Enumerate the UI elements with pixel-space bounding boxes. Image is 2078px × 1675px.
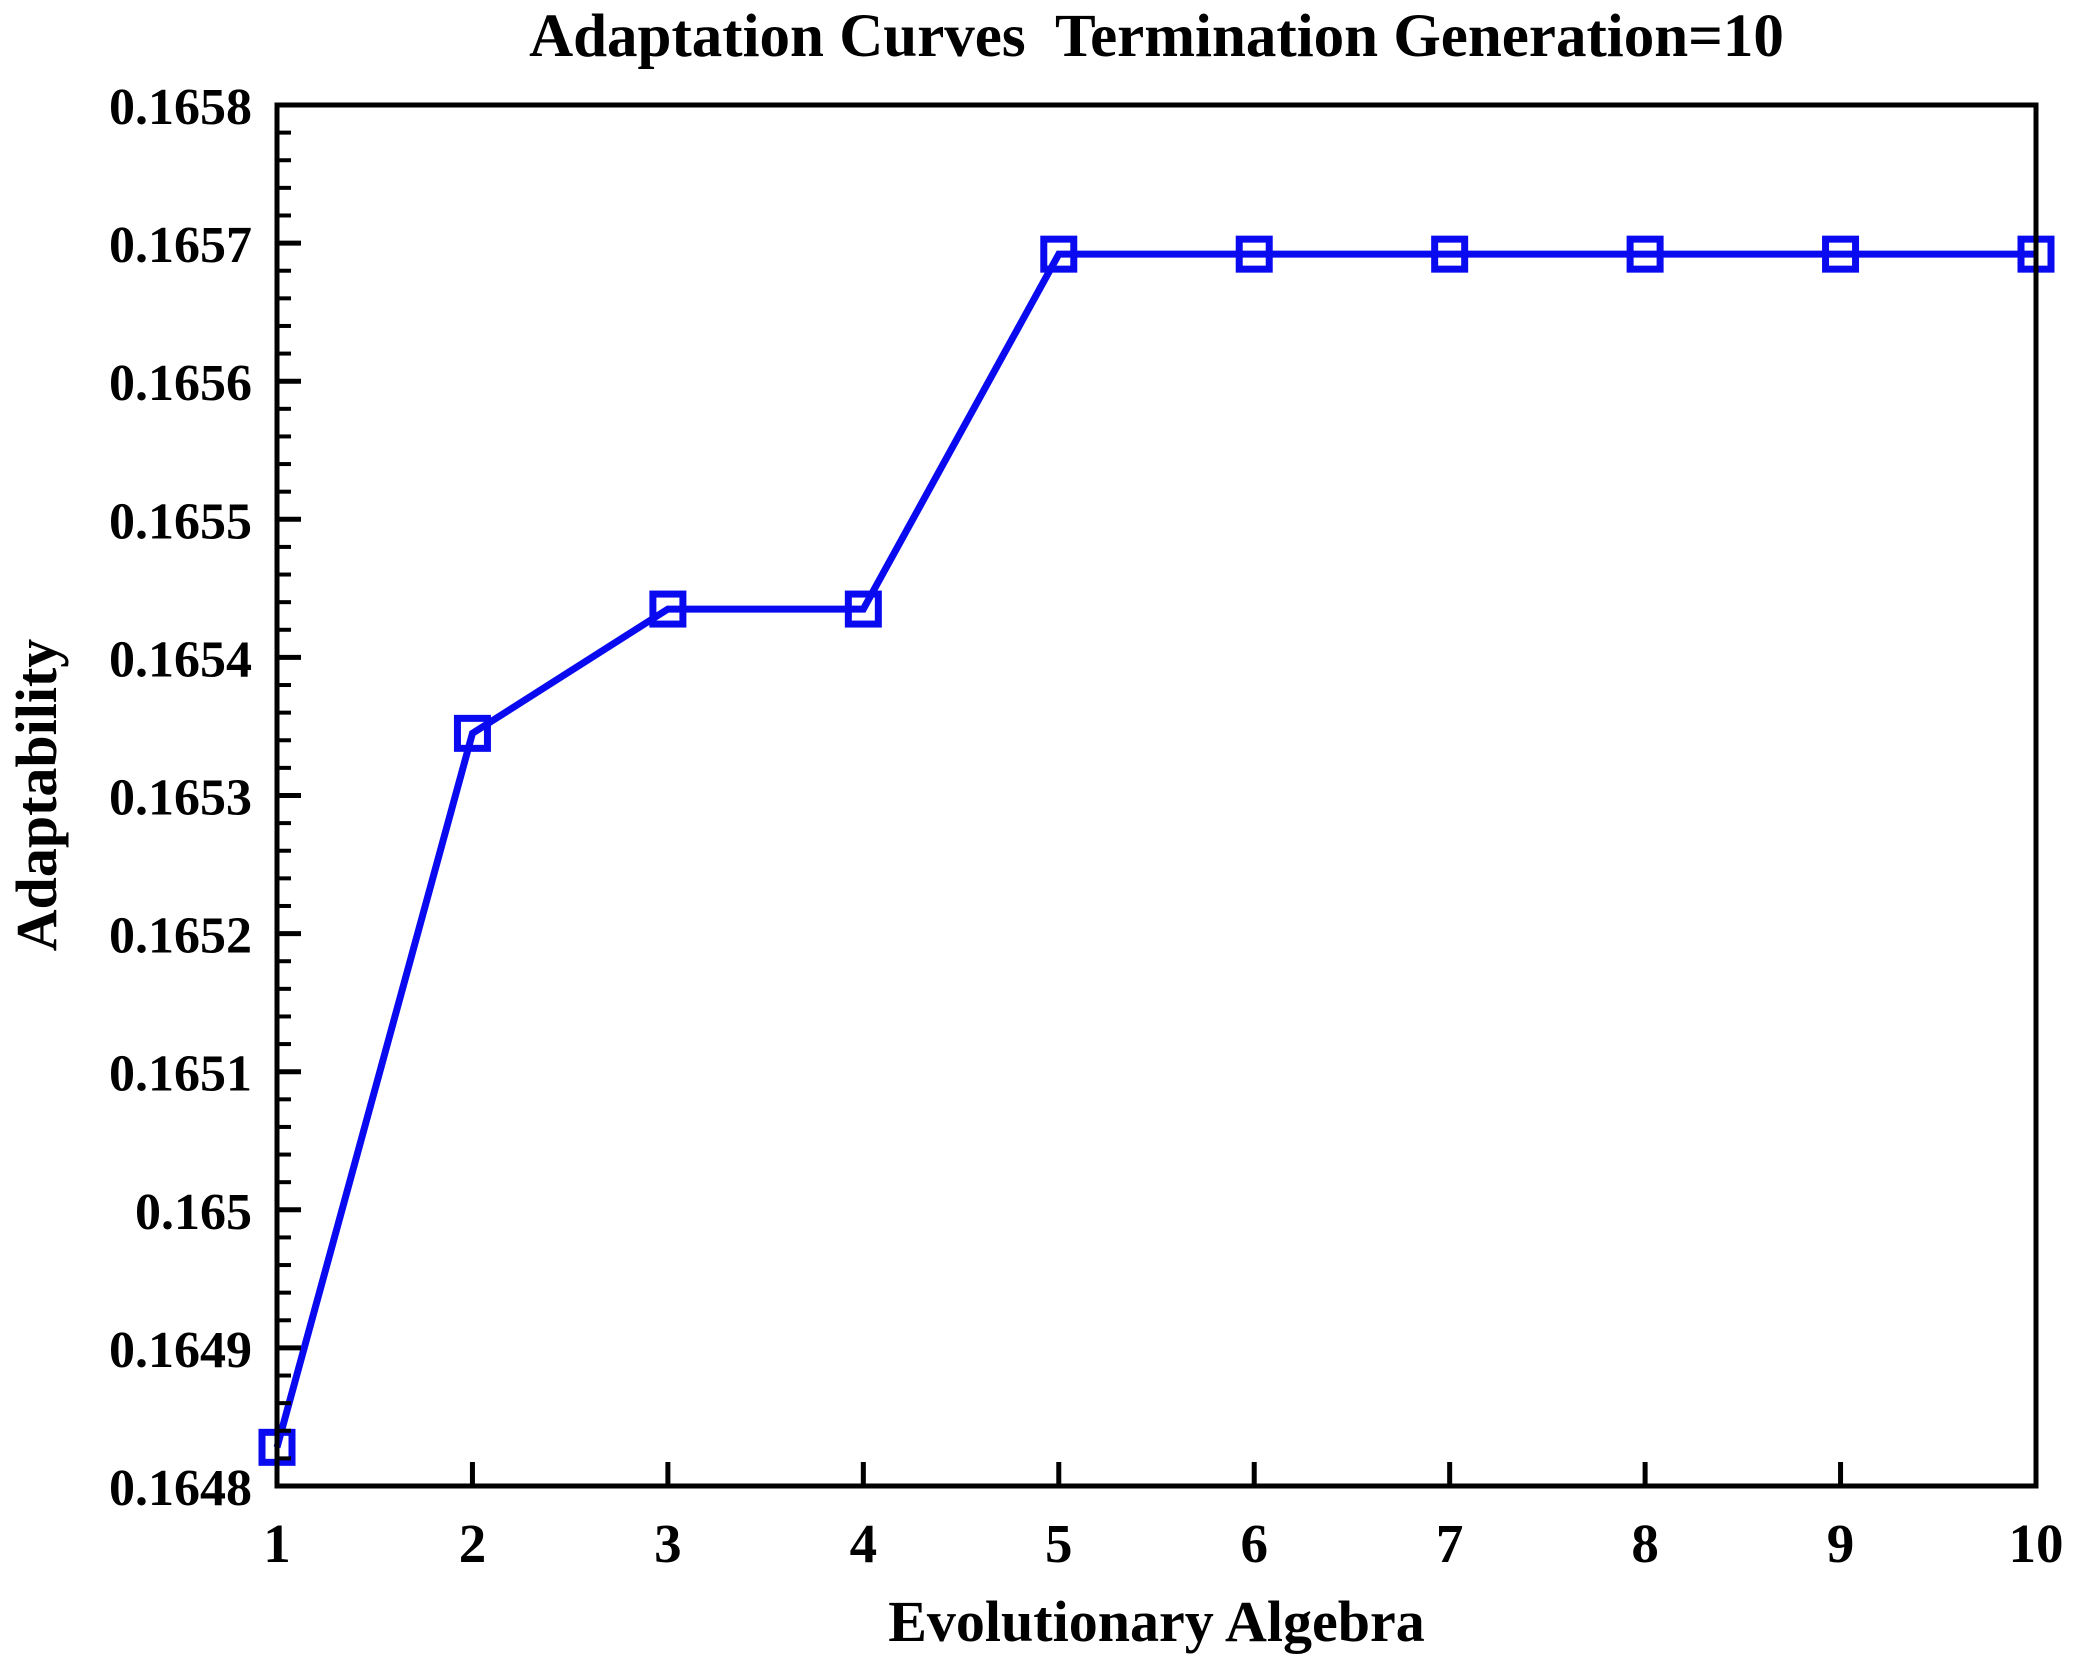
y-tick-label: 0.1658 — [109, 79, 252, 136]
axis-box — [274, 102, 2039, 1489]
y-tick-label: 0.1656 — [109, 355, 252, 412]
x-tick-label: 5 — [1045, 1513, 1073, 1574]
x-tick-label: 8 — [1631, 1513, 1659, 1574]
x-tick-label: 3 — [654, 1513, 682, 1574]
data-point-marker — [1431, 235, 1469, 273]
y-tick-label: 0.165 — [135, 1184, 252, 1241]
data-point-marker — [453, 714, 491, 752]
chart-title: Adaptation Curves Termination Generation… — [529, 3, 1784, 70]
y-tick-label: 0.1657 — [109, 217, 252, 274]
x-tick-label: 1 — [263, 1513, 291, 1574]
x-tick-label: 6 — [1240, 1513, 1268, 1574]
data-point-marker — [649, 590, 687, 628]
x-tick-label: 4 — [850, 1513, 878, 1574]
y-tick-label: 0.1648 — [109, 1460, 252, 1517]
data-line — [273, 250, 2036, 1449]
y-tick-label: 0.1654 — [109, 631, 252, 688]
y-axis-label: Adaptability — [4, 638, 69, 952]
y-tick-label: 0.1649 — [109, 1322, 252, 1379]
x-tick-label: 2 — [459, 1513, 487, 1574]
y-tick-label: 0.1655 — [109, 493, 252, 550]
data-point-marker — [1626, 235, 1664, 273]
y-tick-label: 0.1651 — [109, 1046, 252, 1103]
data-point-marker — [1040, 235, 1078, 273]
data-point-marker — [844, 590, 882, 628]
y-tick-label: 0.1653 — [109, 770, 252, 827]
x-tick-label: 10 — [2009, 1513, 2064, 1574]
data-point-marker — [1235, 235, 1273, 273]
x-axis-label: Evolutionary Algebra — [888, 1589, 1425, 1654]
data-point-marker — [1822, 235, 1860, 273]
x-tick-label: 9 — [1827, 1513, 1855, 1574]
y-tick-label: 0.1652 — [109, 908, 252, 965]
x-tick-label: 7 — [1436, 1513, 1464, 1574]
